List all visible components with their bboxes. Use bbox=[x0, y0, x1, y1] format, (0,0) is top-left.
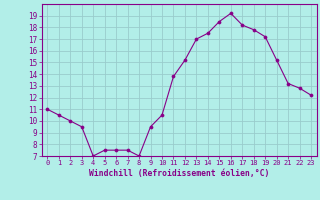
X-axis label: Windchill (Refroidissement éolien,°C): Windchill (Refroidissement éolien,°C) bbox=[89, 169, 269, 178]
